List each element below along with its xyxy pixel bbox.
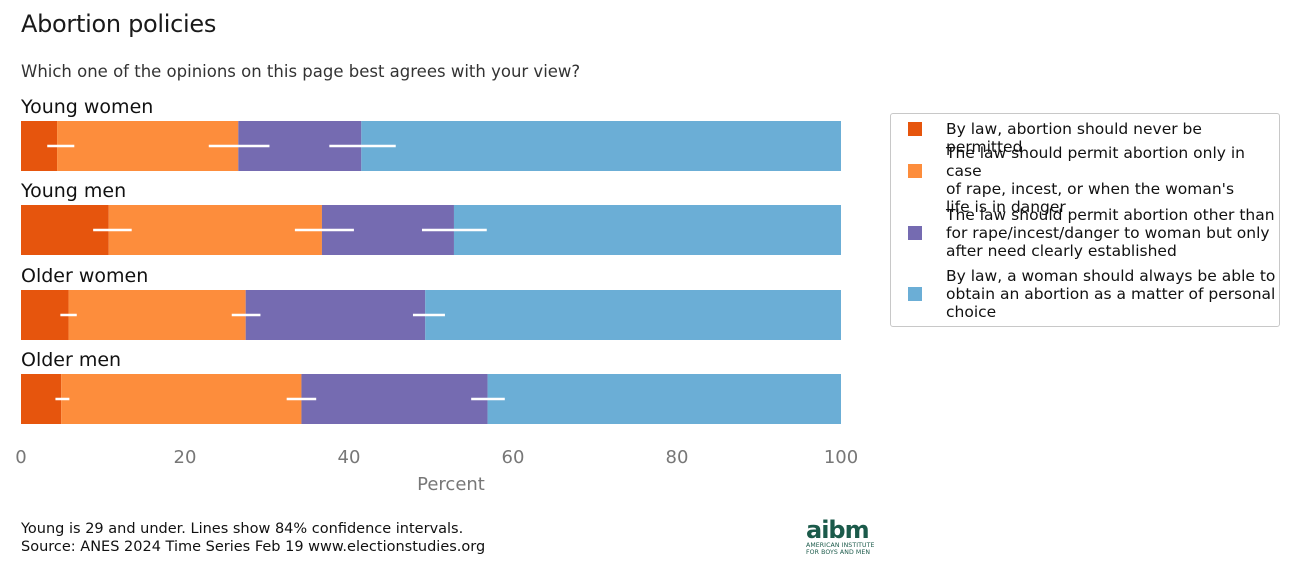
legend-label-2-line-2: of rape, incest, or when the woman's bbox=[946, 180, 1235, 198]
x-tick-label-20: 20 bbox=[174, 447, 197, 468]
chart-subtitle: Which one of the opinions on this page b… bbox=[21, 62, 581, 81]
legend-label-1-line-1: By law, abortion should never be permitt… bbox=[946, 120, 1202, 156]
bar-segment-older-men-series-1 bbox=[21, 374, 62, 424]
legend-label-3-line-2: for rape/incest/danger to woman but only bbox=[946, 224, 1270, 242]
legend-item-2: The law should permit abortion only in c… bbox=[891, 144, 1281, 216]
bar-segment-older-men-series-3 bbox=[301, 374, 488, 424]
legend-label-1: By law, abortion should never be permitt… bbox=[946, 120, 1281, 156]
bar-segment-older-women-series-3 bbox=[245, 290, 426, 340]
legend-item-1: By law, abortion should never be permitt… bbox=[891, 120, 1281, 156]
bar-segment-young-men-series-4 bbox=[453, 205, 841, 255]
bar-segment-older-men-series-4 bbox=[487, 374, 841, 424]
footnote: Young is 29 and under. Lines show 84% co… bbox=[21, 520, 485, 556]
legend-label-3-line-3: after need clearly established bbox=[946, 242, 1177, 260]
legend-label-2-line-1: The law should permit abortion only in c… bbox=[946, 144, 1245, 180]
legend-label-2: The law should permit abortion only in c… bbox=[946, 144, 1281, 216]
footnote-line-1: Young is 29 and under. Lines show 84% co… bbox=[21, 521, 464, 537]
x-axis-title: Percent bbox=[417, 474, 485, 495]
legend-item-3: The law should permit abortion other tha… bbox=[891, 206, 1281, 260]
bar-segment-young-women-series-2 bbox=[57, 121, 239, 171]
confidence-interval-layer bbox=[47, 144, 505, 401]
logo-mark: aibm bbox=[806, 516, 870, 544]
legend-label-4: By law, a woman should always be able to… bbox=[946, 267, 1281, 321]
group-labels-layer: Young women Young men Older women Older men bbox=[20, 96, 153, 371]
group-label-young-women: Young women bbox=[20, 96, 153, 118]
legend-label-3: The law should permit abortion other tha… bbox=[946, 206, 1281, 260]
legend: By law, abortion should never be permitt… bbox=[890, 113, 1280, 327]
legend-item-4: By law, a woman should always be able to… bbox=[891, 267, 1281, 321]
bar-segment-young-men-series-2 bbox=[108, 205, 322, 255]
group-label-young-men: Young men bbox=[20, 180, 126, 202]
group-label-older-men: Older men bbox=[21, 349, 121, 371]
bar-segment-young-women-series-4 bbox=[361, 121, 841, 171]
x-axis: 0 20 40 60 80 100 Percent bbox=[15, 447, 858, 495]
legend-swatch-3 bbox=[908, 226, 922, 240]
legend-label-3-line-1: The law should permit abortion other tha… bbox=[946, 206, 1275, 224]
bar-segment-older-women-series-4 bbox=[425, 290, 841, 340]
logo-text-line-1: AMERICAN INSTITUTE bbox=[806, 542, 875, 549]
stacked-bar-chart: Young women Young men Older women Older men… bbox=[15, 96, 858, 495]
footnote-line-2: Source: ANES 2024 Time Series Feb 19 www… bbox=[21, 539, 486, 555]
legend-label-2-line-3: life is in danger bbox=[946, 198, 1066, 216]
legend-swatch-2 bbox=[908, 164, 922, 178]
legend-label-4-line-3: choice bbox=[946, 303, 997, 321]
x-tick-label-40: 40 bbox=[338, 447, 361, 468]
legend-label-4-line-2: obtain an abortion as a matter of person… bbox=[946, 285, 1276, 303]
x-tick-label-80: 80 bbox=[666, 447, 689, 468]
x-tick-label-60: 60 bbox=[502, 447, 525, 468]
legend-swatch-1 bbox=[908, 122, 922, 136]
legend-label-4-line-1: By law, a woman should always be able to bbox=[946, 267, 1276, 285]
bar-segment-older-women-series-2 bbox=[68, 290, 246, 340]
logo-text-line-2: FOR BOYS AND MEN bbox=[806, 549, 871, 556]
x-tick-label-0: 0 bbox=[15, 447, 26, 468]
x-tick-label-100: 100 bbox=[824, 447, 858, 468]
chart-title: Abortion policies bbox=[21, 10, 217, 38]
bar-segment-older-men-series-2 bbox=[61, 374, 302, 424]
aibm-logo: aibm AMERICAN INSTITUTE FOR BOYS AND MEN bbox=[806, 518, 886, 562]
legend-swatch-4 bbox=[908, 287, 922, 301]
group-label-older-women: Older women bbox=[21, 265, 148, 287]
